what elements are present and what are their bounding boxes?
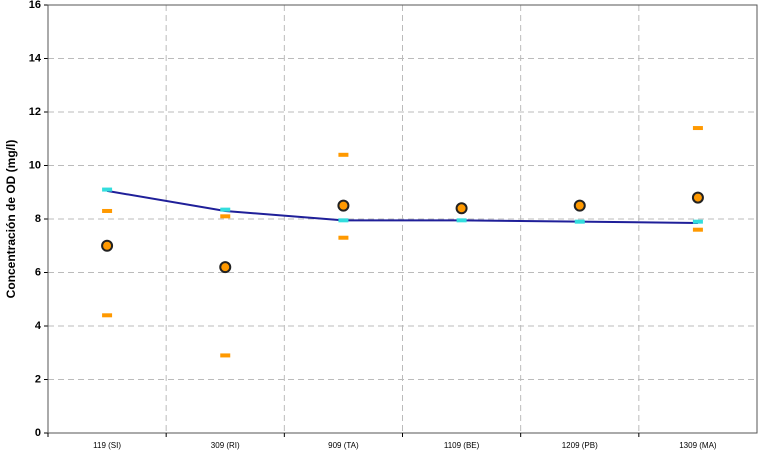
dash-marker [338, 235, 349, 240]
dash-marker [338, 152, 349, 157]
dash-marker [338, 218, 349, 223]
point [337, 199, 350, 212]
dash-marker [102, 208, 113, 213]
dash-marker [692, 227, 703, 232]
y-tick-label: 6 [35, 266, 41, 278]
point [573, 199, 586, 212]
y-tick-label: 16 [29, 0, 41, 11]
line-series [106, 189, 698, 225]
dash-marker [456, 218, 467, 223]
dash-marker [692, 126, 703, 131]
x-tick-label: 309 (RI) [211, 441, 240, 450]
dash-marker [102, 313, 113, 318]
point [691, 191, 704, 204]
point [219, 261, 232, 274]
x-tick-label: 119 (SI) [93, 441, 121, 450]
y-tick-label: 4 [35, 320, 42, 332]
dash-marker [220, 207, 231, 212]
point [455, 202, 468, 215]
dash-marker [574, 219, 585, 224]
x-tick-label: 1209 (PB) [562, 441, 598, 450]
x-tick-label: 1109 (BE) [444, 441, 480, 450]
x-tick-label: 1309 (MA) [679, 441, 717, 450]
y-tick-label: 2 [35, 373, 41, 385]
point [101, 239, 114, 252]
x-tick-label: 909 (TA) [328, 441, 359, 450]
dash-marker [220, 353, 231, 358]
dash-marker [692, 219, 703, 224]
y-tick-label: 12 [29, 106, 41, 118]
y-tick-label: 8 [35, 213, 41, 225]
y-tick-label: 10 [29, 159, 41, 171]
dash-marker [102, 187, 113, 192]
dash-marker [220, 214, 231, 219]
y-axis-label: Concentración de OD (mg/l) [4, 140, 18, 299]
y-tick-label: 14 [29, 52, 42, 64]
y-tick-label: 0 [35, 427, 41, 439]
